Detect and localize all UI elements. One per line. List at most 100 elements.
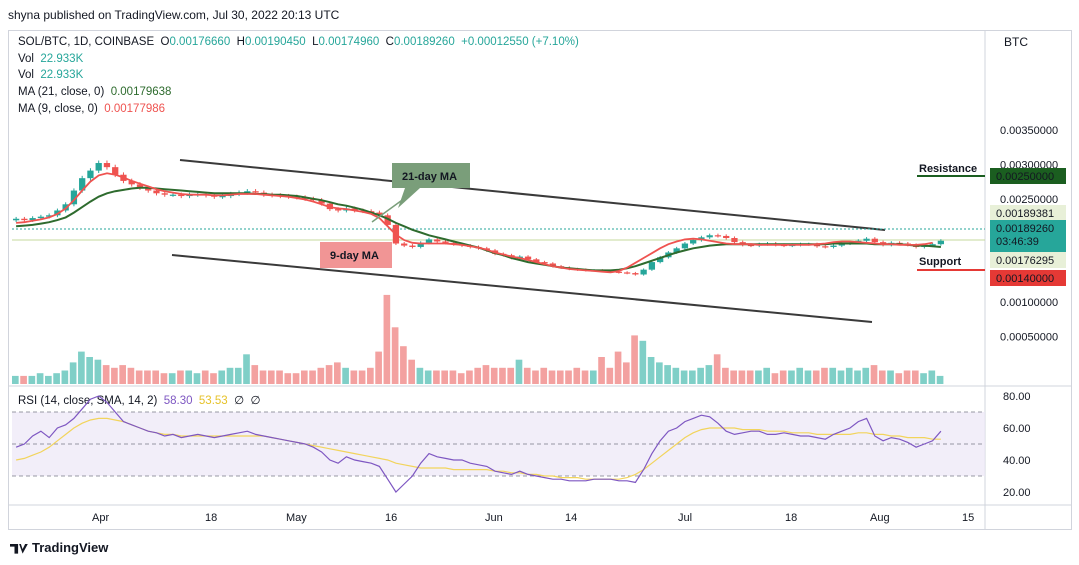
volume-bar: [433, 370, 440, 384]
volume-bar: [812, 370, 820, 384]
low-label: L: [312, 36, 319, 48]
volume-bar: [540, 367, 548, 384]
volume-bar: [903, 370, 911, 384]
rsi-label: RSI (14, close, SMA, 14, 2): [18, 395, 158, 407]
volume-bar: [218, 370, 226, 384]
volume-bar: [804, 370, 812, 384]
candle-body: [623, 272, 631, 274]
volume-bar: [705, 365, 713, 384]
volume-bar: [614, 351, 622, 384]
chart-frame[interactable]: [8, 30, 1072, 530]
candle-body: [29, 218, 36, 221]
candle-body: [541, 262, 548, 264]
volume-bar: [680, 370, 688, 384]
volume-bar: [168, 373, 176, 384]
volume-bar: [689, 370, 696, 384]
ma9-callout-label: 9-day MA: [330, 250, 379, 262]
candle-body: [615, 271, 623, 273]
volume-bar: [854, 370, 861, 384]
candle-body: [46, 215, 53, 217]
symbol-info: SOL/BTC, 1D, COINBASE: [18, 36, 155, 48]
volume-bar: [102, 365, 110, 384]
volume-bar: [631, 335, 638, 384]
vol-label-2: Vol: [18, 69, 34, 81]
volume-bar: [416, 367, 424, 384]
support-price-tag-box: [990, 270, 1066, 286]
volume-bar: [292, 373, 300, 384]
time-tick-label: Apr: [92, 512, 109, 524]
volume-bar: [234, 367, 242, 384]
candle-body: [838, 243, 845, 246]
volume-bar: [400, 346, 407, 384]
candle-body: [153, 190, 160, 194]
volume-bar: [936, 375, 944, 384]
tradingview-logo[interactable]: TradingView: [10, 540, 108, 555]
support-price-tag-text: 0.00140000: [996, 273, 1054, 285]
resistance-price-tag-text: 0.00250000: [996, 171, 1054, 183]
ma21-line: [16, 186, 941, 272]
volume-bar: [367, 367, 374, 384]
time-tick-label: Jun: [485, 512, 503, 524]
volume-bar: [474, 367, 482, 384]
price-unit: BTC: [1004, 35, 1028, 49]
volume-bar: [499, 367, 506, 384]
candle-body: [12, 218, 20, 221]
volume-bar: [532, 370, 539, 384]
time-tick-label: May: [286, 512, 307, 524]
time-tick-label: 18: [205, 512, 217, 524]
candle-body: [103, 163, 111, 168]
volume-bar: [565, 370, 572, 384]
candle-body: [648, 262, 656, 270]
volume-bar: [746, 370, 754, 384]
close-label: C: [385, 36, 394, 48]
resistance-label: Resistance: [919, 163, 977, 175]
candle-body: [95, 163, 102, 171]
volume-bar: [821, 367, 828, 384]
volume-bar: [697, 367, 704, 384]
volume-bar: [86, 357, 93, 384]
volume-bar: [911, 370, 919, 384]
rsi-legend: RSI (14, close, SMA, 14, 2) 58.30 53.53 …: [18, 393, 261, 407]
volume-bar: [581, 370, 589, 384]
current-price-tag-text: 0.00189260: [996, 223, 1054, 235]
volume-bar: [135, 370, 143, 384]
volume-bar: [738, 370, 746, 384]
volume-bar: [243, 354, 250, 384]
volume-bar: [895, 373, 903, 384]
candle-body: [37, 216, 45, 219]
volume-bar: [185, 370, 193, 384]
candle-body: [401, 243, 408, 246]
candle-body: [632, 273, 639, 275]
ma9-value: 0.00177986: [104, 103, 166, 115]
volume-bar: [515, 359, 523, 384]
volume-bar: [449, 370, 457, 384]
volume-bar: [606, 367, 614, 384]
volume-bar: [350, 370, 358, 384]
rsi-tick-label: 60.00: [1003, 423, 1031, 435]
volume-bar: [259, 370, 267, 384]
level2-price-tag-text: 0.00176295: [996, 255, 1054, 267]
volume-bar: [177, 370, 184, 384]
candle-body: [425, 239, 433, 243]
ma21-callout: [392, 163, 470, 208]
volume-bar: [317, 367, 325, 384]
candle-body: [434, 239, 441, 242]
rsi-extra-2: ∅: [250, 395, 261, 407]
time-tick-label: Jul: [678, 512, 692, 524]
volume-bar: [647, 357, 655, 384]
candle-body: [871, 238, 878, 243]
candle-body: [747, 244, 755, 247]
volume-bar: [763, 367, 771, 384]
volume-bar: [94, 359, 102, 384]
volume-bar: [771, 373, 779, 384]
candle-body: [533, 259, 540, 263]
volume-bar: [408, 359, 415, 384]
volume-bar: [210, 373, 217, 384]
volume-bar: [870, 365, 878, 384]
candle-body: [640, 269, 647, 275]
candle-body: [714, 235, 722, 237]
high-label: H: [236, 36, 245, 48]
volume-bar: [309, 370, 316, 384]
publisher-line: shyna published on TradingView.com, Jul …: [8, 8, 340, 22]
